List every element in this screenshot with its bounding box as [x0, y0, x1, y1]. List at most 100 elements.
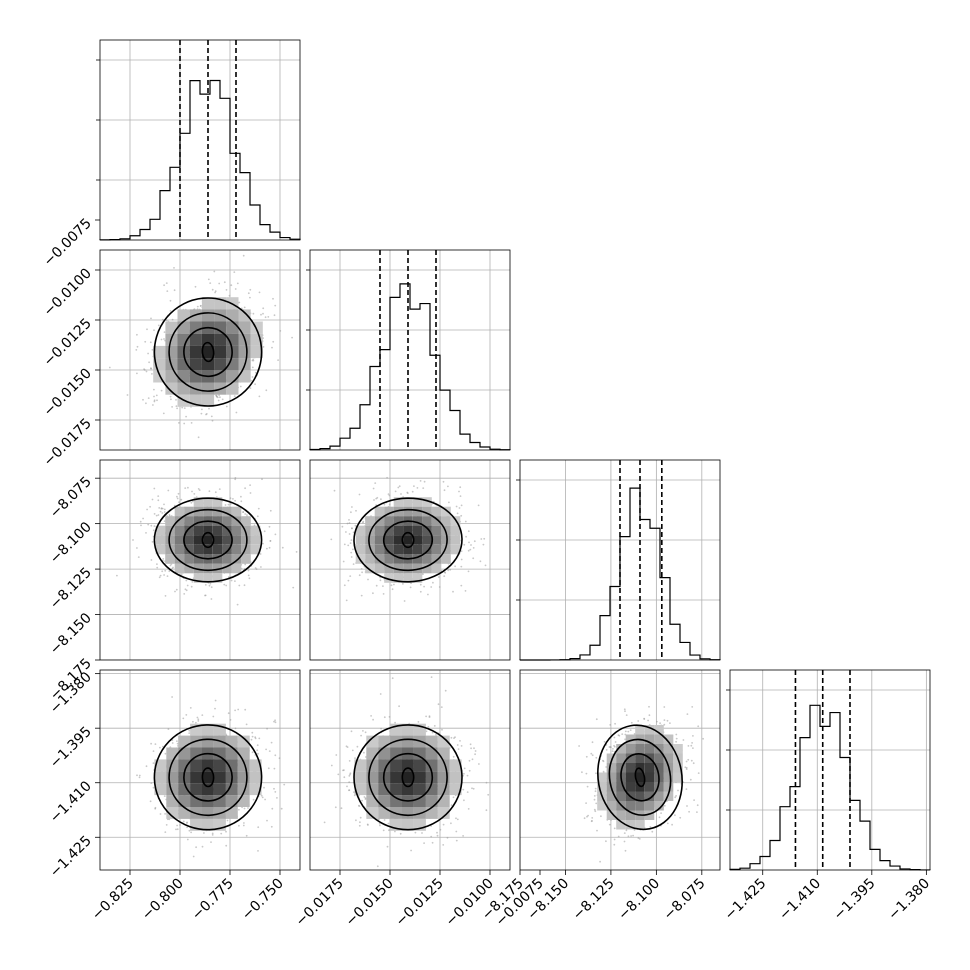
- panel-frame: [99, 669, 301, 871]
- sample-point: [150, 782, 153, 784]
- density-cell: [437, 735, 450, 748]
- sample-point: [474, 753, 476, 756]
- density-cell: [450, 535, 461, 545]
- density-cell: [241, 525, 251, 536]
- sample-point: [388, 503, 391, 506]
- density-cell: [174, 554, 185, 564]
- sample-point: [226, 819, 229, 822]
- sample-point: [403, 600, 406, 602]
- sample-point: [249, 296, 251, 299]
- sample-point: [201, 845, 204, 848]
- sample-point: [151, 498, 154, 501]
- sample-point: [165, 824, 168, 826]
- sample-point: [183, 593, 186, 595]
- sample-point: [215, 394, 218, 397]
- sample-point: [270, 825, 273, 828]
- density-cell: [412, 506, 423, 517]
- density-cell: [384, 525, 394, 536]
- density-cell: [431, 506, 442, 517]
- density-cell: [366, 807, 379, 819]
- sample-point: [358, 574, 361, 577]
- sample-point: [154, 743, 157, 745]
- sample-point: [153, 399, 156, 402]
- sample-point: [479, 560, 482, 563]
- density-cell: [202, 735, 214, 748]
- density-cell: [165, 516, 175, 526]
- density-cell: [354, 771, 367, 784]
- sample-point: [465, 535, 467, 538]
- density-cell: [365, 516, 375, 526]
- density-cell: [431, 554, 442, 564]
- density-cell: [450, 544, 461, 555]
- sample-point: [168, 570, 171, 573]
- sample-point: [360, 568, 363, 570]
- contour-line: [153, 297, 263, 407]
- density-cell: [174, 516, 185, 526]
- sample-point: [207, 278, 210, 281]
- sample-point: [358, 805, 361, 807]
- sample-point: [382, 593, 385, 595]
- density-cell: [425, 795, 438, 807]
- sample-point: [174, 590, 176, 593]
- histogram-panel-3: [726, 669, 931, 871]
- sample-point: [456, 818, 459, 821]
- sample-point: [144, 340, 147, 343]
- density-cell: [193, 516, 204, 526]
- sample-point: [229, 497, 232, 500]
- density-cell: [412, 497, 423, 507]
- density-cell: [402, 735, 414, 748]
- sample-point: [153, 487, 156, 490]
- density-cell: [212, 573, 223, 583]
- sample-point: [245, 834, 248, 837]
- contour-line: [183, 326, 233, 378]
- sample-point: [251, 735, 254, 738]
- panel-frame: [309, 669, 511, 871]
- sample-point: [454, 565, 456, 568]
- sample-point: [179, 824, 181, 826]
- sample-point: [218, 488, 221, 490]
- density-cell: [231, 525, 242, 536]
- sample-point: [163, 574, 166, 576]
- sample-point: [163, 331, 166, 333]
- sample-point: [220, 832, 223, 835]
- sample-point: [176, 495, 178, 498]
- sample-point: [171, 739, 174, 742]
- density-cell: [177, 309, 190, 322]
- sample-point: [337, 773, 340, 776]
- sample-point: [263, 786, 265, 789]
- density-cell: [178, 735, 191, 748]
- contour-line: [183, 520, 233, 560]
- sample-point: [163, 508, 166, 511]
- sample-point: [483, 537, 486, 540]
- sample-point: [391, 677, 394, 680]
- sample-point: [480, 538, 483, 540]
- density-cell: [202, 771, 214, 784]
- density-cell: [422, 516, 432, 526]
- density-cell: [203, 525, 213, 536]
- sample-point: [214, 707, 216, 710]
- sample-point: [145, 370, 148, 373]
- sample-point: [460, 514, 463, 517]
- density-cell: [378, 783, 391, 796]
- density-cell: [402, 723, 414, 736]
- sample-point: [266, 819, 268, 822]
- sample-point: [163, 520, 166, 523]
- sample-point: [464, 520, 467, 523]
- sample-point: [161, 570, 164, 573]
- sample-point: [438, 586, 441, 588]
- panel-frame: [309, 459, 511, 661]
- density-cell: [250, 525, 261, 536]
- sample-point: [247, 574, 250, 577]
- density-cell: [212, 544, 223, 555]
- density-cell: [393, 497, 404, 507]
- sample-point: [262, 312, 264, 315]
- sample-point: [197, 720, 200, 722]
- sample-point: [274, 304, 277, 307]
- sample-point: [143, 368, 146, 371]
- sample-point: [466, 791, 469, 793]
- sample-point: [210, 841, 212, 843]
- sample-point: [243, 807, 246, 810]
- histogram-line: [99, 79, 301, 241]
- density-cell: [437, 783, 450, 796]
- sample-point: [191, 500, 194, 503]
